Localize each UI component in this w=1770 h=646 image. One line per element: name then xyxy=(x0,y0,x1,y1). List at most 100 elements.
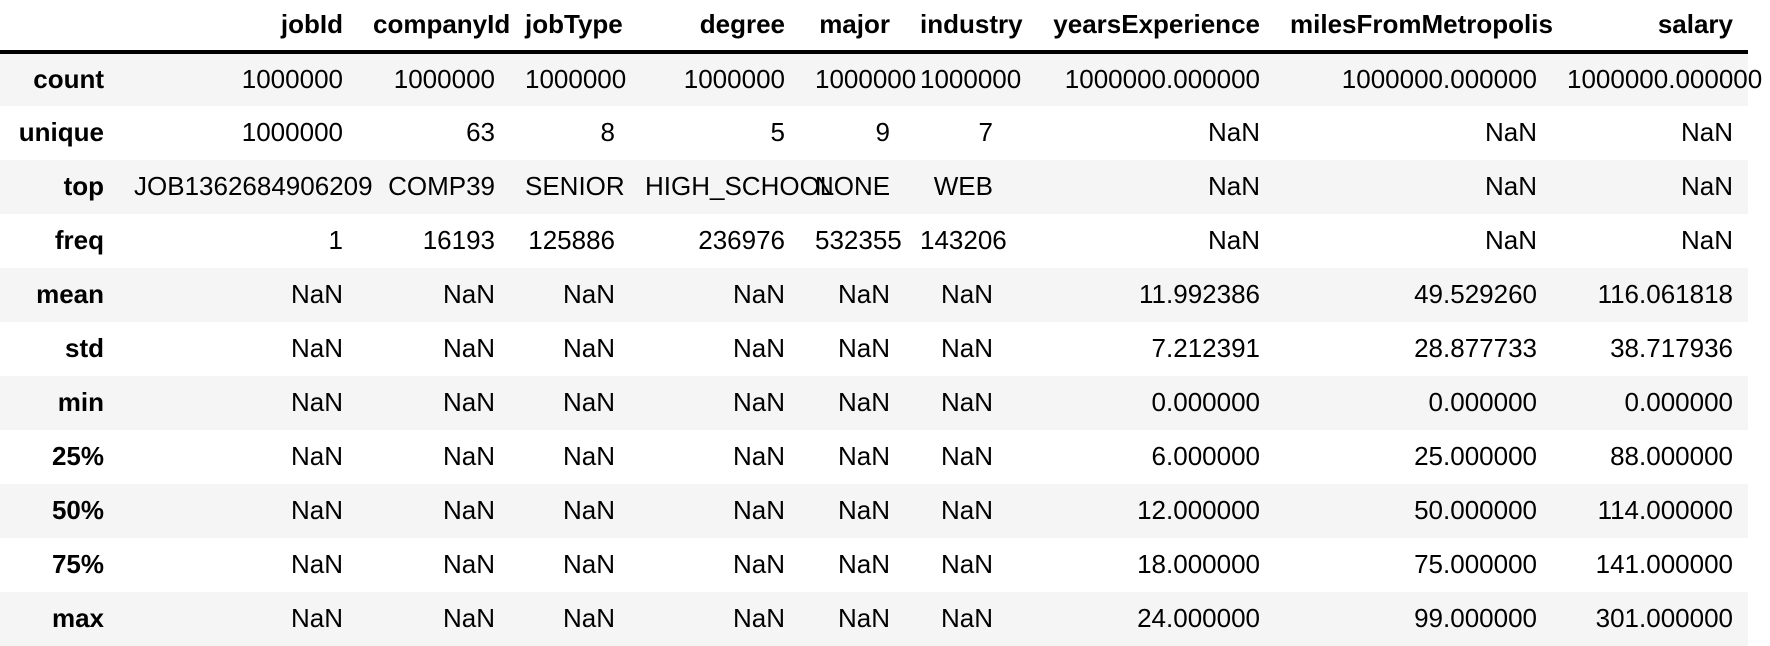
cell: NaN xyxy=(1484,117,1537,148)
cell: 1000000.000000 xyxy=(1064,64,1260,95)
table-row: mean NaN NaN NaN NaN NaN NaN 11.992386 49.529260… xyxy=(0,268,1748,322)
cell: NaN xyxy=(732,387,785,418)
column-header: degree xyxy=(699,9,785,40)
cell: 99.000000 xyxy=(1414,603,1537,634)
column-header: companyId xyxy=(373,9,511,40)
cell: NaN xyxy=(442,441,495,472)
table-row: 50% NaN NaN NaN NaN NaN NaN 12.000000 50.000000 1… xyxy=(0,484,1748,538)
cell: 1000000 xyxy=(393,64,495,95)
cell: 8 xyxy=(600,117,615,148)
row-label: max xyxy=(51,603,104,634)
table-row: top JOB1362684906209 COMP39 SENIOR HIGH_SCHO… xyxy=(0,160,1748,214)
cell: NaN xyxy=(442,333,495,364)
cell: NaN xyxy=(732,279,785,310)
cell: SENIOR xyxy=(525,171,625,202)
cell: NaN xyxy=(562,333,615,364)
cell: NaN xyxy=(442,279,495,310)
table-body: count 1000000 1000000 1000000 1000000 1000000… xyxy=(0,52,1763,646)
cell: 63 xyxy=(466,117,495,148)
cell: NaN xyxy=(732,549,785,580)
cell: 24.000000 xyxy=(1137,603,1260,634)
table-row: min NaN NaN NaN NaN NaN NaN 0.000000 0.000000 0.0… xyxy=(0,376,1748,430)
cell: NaN xyxy=(940,495,993,526)
cell: NaN xyxy=(1484,225,1537,256)
cell: 1000000 xyxy=(815,64,917,95)
cell: 1000000.000000 xyxy=(1567,64,1763,95)
cell: 11.992386 xyxy=(1139,279,1260,310)
cell: NaN xyxy=(940,549,993,580)
cell: WEB xyxy=(933,171,993,202)
cell: NaN xyxy=(562,549,615,580)
column-header: industry xyxy=(920,9,1023,40)
cell: 141.000000 xyxy=(1595,549,1733,580)
cell: NaN xyxy=(442,387,495,418)
cell: NaN xyxy=(940,279,993,310)
cell: NaN xyxy=(290,279,343,310)
cell: 1000000 xyxy=(241,64,343,95)
row-label: top xyxy=(63,171,104,202)
table-row: unique 1000000 63 8 5 9 7 NaN NaN NaN xyxy=(0,106,1748,160)
cell: NaN xyxy=(1680,117,1733,148)
cell: NaN xyxy=(837,387,890,418)
corner-header xyxy=(0,0,119,52)
row-label: unique xyxy=(18,117,104,148)
cell: 9 xyxy=(875,117,890,148)
cell: NaN xyxy=(1207,171,1260,202)
cell: NaN xyxy=(1680,225,1733,256)
cell: 75.000000 xyxy=(1414,549,1537,580)
cell: 7 xyxy=(978,117,993,148)
cell: NaN xyxy=(837,549,890,580)
table-row: count 1000000 1000000 1000000 1000000 1000000… xyxy=(0,52,1763,106)
cell: 28.877733 xyxy=(1414,333,1537,364)
cell: NaN xyxy=(837,441,890,472)
cell: 6.000000 xyxy=(1151,441,1260,472)
table-row: max NaN NaN NaN NaN NaN NaN 24.000000 99.000000 3… xyxy=(0,592,1748,646)
cell: NaN xyxy=(290,549,343,580)
table-row: 75% NaN NaN NaN NaN NaN NaN 18.000000 75.000000 1… xyxy=(0,538,1748,592)
cell: 16193 xyxy=(422,225,495,256)
cell: 12.000000 xyxy=(1137,495,1260,526)
header-row: jobId companyId jobType degree major industry… xyxy=(0,0,1748,52)
cell: 38.717936 xyxy=(1610,333,1733,364)
cell: NaN xyxy=(290,387,343,418)
column-header: jobType xyxy=(525,9,623,40)
table-row: std NaN NaN NaN NaN NaN NaN 7.212391 28.877733 38… xyxy=(0,322,1748,376)
cell: NaN xyxy=(732,333,785,364)
cell: NaN xyxy=(562,495,615,526)
cell: 125886 xyxy=(528,225,615,256)
column-header: major xyxy=(819,9,890,40)
cell: 0.000000 xyxy=(1151,387,1260,418)
table-row: freq 1 16193 125886 236976 532355 143206 NaN NaN… xyxy=(0,214,1748,268)
cell: NaN xyxy=(837,603,890,634)
column-header: jobId xyxy=(280,9,343,40)
cell: NaN xyxy=(442,549,495,580)
cell: NaN xyxy=(940,603,993,634)
cell: 1000000 xyxy=(683,64,785,95)
cell: NaN xyxy=(562,279,615,310)
cell: NaN xyxy=(732,495,785,526)
cell: 1000000 xyxy=(920,64,1022,95)
cell: 88.000000 xyxy=(1610,441,1733,472)
cell: NaN xyxy=(732,603,785,634)
cell: 116.061818 xyxy=(1597,279,1733,310)
cell: NaN xyxy=(1207,225,1260,256)
cell: 301.000000 xyxy=(1595,603,1733,634)
cell: NaN xyxy=(290,441,343,472)
cell: HIGH_SCHOOL xyxy=(645,171,835,202)
cell: NaN xyxy=(562,603,615,634)
cell: NaN xyxy=(1680,171,1733,202)
cell: 532355 xyxy=(815,225,902,256)
row-label: 25% xyxy=(51,441,104,472)
cell: NaN xyxy=(940,441,993,472)
cell: 18.000000 xyxy=(1137,549,1260,580)
cell: 7.212391 xyxy=(1151,333,1260,364)
row-label: mean xyxy=(36,279,104,310)
cell: NaN xyxy=(562,387,615,418)
cell: NaN xyxy=(1207,117,1260,148)
column-header: salary xyxy=(1657,9,1733,40)
cell: 49.529260 xyxy=(1414,279,1537,310)
row-label: 50% xyxy=(51,495,104,526)
cell: NaN xyxy=(290,603,343,634)
cell: NaN xyxy=(290,495,343,526)
